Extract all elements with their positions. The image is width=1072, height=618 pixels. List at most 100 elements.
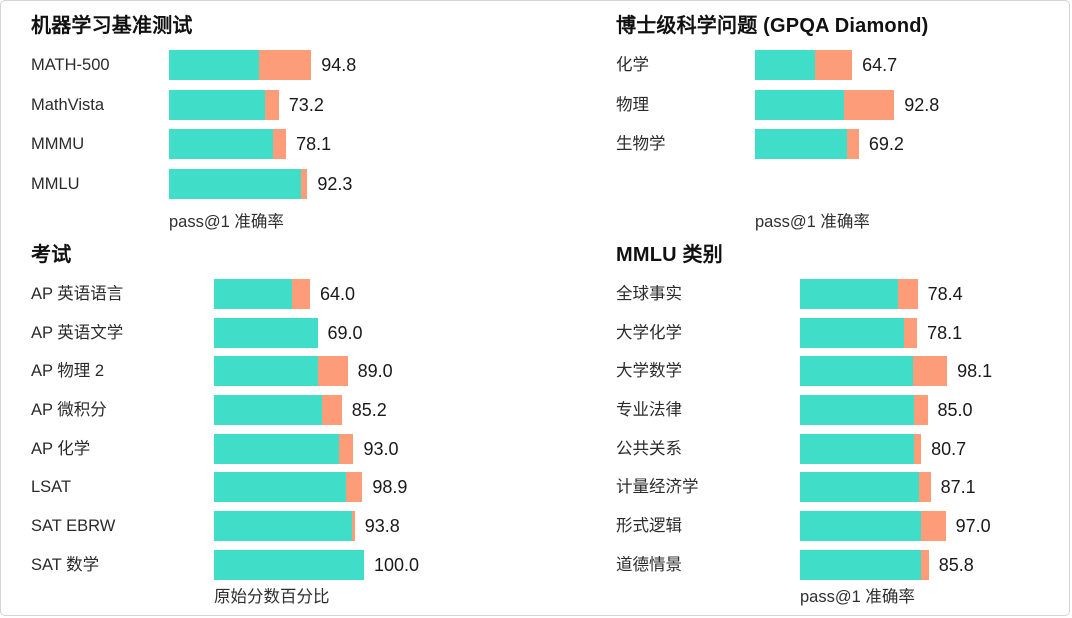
panel-title: 博士级科学问题 (GPQA Diamond) <box>616 15 929 37</box>
bar-base-segment <box>755 89 844 120</box>
bar-improvement-segment <box>321 395 342 426</box>
bar-category-label: SAT EBRW <box>31 517 116 536</box>
bar-improvement-segment <box>259 50 312 80</box>
bar-value-label: 80.7 <box>931 438 967 459</box>
bar-improvement-segment <box>301 168 308 199</box>
bar-value-label: 94.8 <box>321 55 357 75</box>
bar-row: MathVista 73.2 <box>31 89 531 120</box>
bar-row: LSAT 98.9 <box>31 472 531 503</box>
bar-category-label: 形式逻辑 <box>616 517 682 536</box>
bar-track <box>800 395 928 426</box>
bar-value-label: 78.4 <box>927 284 963 304</box>
bar-track <box>214 549 364 580</box>
bar-base-segment <box>800 472 919 503</box>
bar-base-segment <box>214 279 292 309</box>
bar-improvement-segment <box>292 279 310 309</box>
panel-mmlu-categories: MMLU 类别 全球事实 78.4 大学化学 78.1 大学数学 98.1 专业法律 85.0… <box>616 244 1056 607</box>
bar-track <box>214 317 318 348</box>
bar-category-label: 物理 <box>616 95 649 114</box>
bar-category-label: MMLU <box>31 174 80 193</box>
bar-row: 计量经济学 87.1 <box>616 472 1056 503</box>
bar-base-segment <box>169 50 259 80</box>
bar-track <box>800 549 929 580</box>
x-axis-label: pass@1 准确率 <box>755 213 870 231</box>
bar-row: 道德情景 85.8 <box>616 549 1056 580</box>
bar-row: AP 物理 2 89.0 <box>31 356 531 387</box>
bar-row: 全球事实 78.4 <box>616 279 1056 309</box>
bar-improvement-segment <box>265 89 279 120</box>
bar-value-label: 85.2 <box>351 400 387 421</box>
bar-value-label: 64.0 <box>320 284 356 304</box>
bar-improvement-segment <box>903 317 918 348</box>
bar-category-label: 大学数学 <box>616 362 682 381</box>
bar-improvement-segment <box>338 433 354 464</box>
bar-track <box>800 279 918 309</box>
bar-chart: 全球事实 78.4 大学化学 78.1 大学数学 98.1 专业法律 85.0 公共关系 80.7… <box>616 279 1056 580</box>
bar-value-label: 93.0 <box>363 438 399 459</box>
bar-row: 大学化学 78.1 <box>616 317 1056 348</box>
bar-track <box>800 433 922 464</box>
bar-improvement-segment <box>843 89 895 120</box>
bar-row: MMMU 78.1 <box>31 129 531 159</box>
bar-category-label: 专业法律 <box>616 401 682 420</box>
bar-track <box>755 129 859 159</box>
bar-chart: 化学 64.7 物理 92.8 生物学 69.2 <box>616 50 1056 159</box>
bar-base-segment <box>755 50 815 80</box>
bar-row: 形式逻辑 97.0 <box>616 511 1056 542</box>
bar-row: 大学数学 98.1 <box>616 356 1056 387</box>
bar-value-label: 85.8 <box>938 554 974 575</box>
bar-base-segment <box>169 168 302 199</box>
bar-improvement-segment <box>318 356 348 387</box>
bar-base-segment <box>214 317 318 348</box>
bar-value-label: 98.1 <box>957 361 993 382</box>
bar-improvement-segment <box>920 549 929 580</box>
bar-track <box>800 472 931 503</box>
bar-track <box>169 50 312 80</box>
bar-track <box>214 279 310 309</box>
bar-row: 化学 64.7 <box>616 50 1056 80</box>
bar-value-label: 78.1 <box>927 322 963 343</box>
bar-row: 公共关系 80.7 <box>616 433 1056 464</box>
bar-category-label: AP 英语语言 <box>31 285 124 303</box>
bar-improvement-segment <box>272 129 287 159</box>
bar-value-label: 87.1 <box>940 477 976 498</box>
bar-category-label: AP 英语文学 <box>31 323 124 342</box>
bar-row: 物理 92.8 <box>616 89 1056 120</box>
bar-base-segment <box>800 549 921 580</box>
bar-category-label: SAT 数学 <box>31 555 100 574</box>
bar-category-label: 公共关系 <box>616 439 682 458</box>
bar-base-segment <box>800 511 921 542</box>
bar-track <box>214 356 348 387</box>
bar-base-segment <box>214 511 353 542</box>
bar-row: 专业法律 85.0 <box>616 395 1056 426</box>
bar-value-label: 85.0 <box>937 400 973 421</box>
x-axis-label: pass@1 准确率 <box>800 587 915 606</box>
x-axis-label: 原始分数百分比 <box>214 587 330 606</box>
x-axis-label: pass@1 准确率 <box>169 212 284 231</box>
bar-row: MMLU 92.3 <box>31 168 531 199</box>
bar-value-label: 92.3 <box>317 173 353 194</box>
bar-base-segment <box>214 549 364 580</box>
bar-track <box>755 89 895 120</box>
bar-base-segment <box>800 356 913 387</box>
panel-exams: 考试 AP 英语语言 64.0 AP 英语文学 69.0 AP 物理 2 89.0 AP 微… <box>31 244 531 607</box>
bar-base-segment <box>169 89 265 120</box>
bar-category-label: 化学 <box>616 56 649 74</box>
bar-chart: MATH-500 94.8 MathVista 73.2 MMMU 78.1 MMLU 92.… <box>31 50 531 199</box>
bar-base-segment <box>800 317 904 348</box>
bar-track <box>169 89 279 120</box>
bar-value-label: 89.0 <box>357 361 393 382</box>
bar-value-label: 93.8 <box>364 516 400 537</box>
bar-row: SAT 数学 100.0 <box>31 549 531 580</box>
bar-improvement-segment <box>918 472 931 503</box>
bar-row: MATH-500 94.8 <box>31 50 531 80</box>
bar-improvement-segment <box>815 50 853 80</box>
bar-improvement-segment <box>914 433 922 464</box>
bar-track <box>214 472 363 503</box>
panel-gpqa-diamond: 博士级科学问题 (GPQA Diamond) 化学 64.7 物理 92.8 生物学 69… <box>616 15 1056 232</box>
bar-category-label: 大学化学 <box>616 323 682 342</box>
panel-title: 机器学习基准测试 <box>31 15 193 37</box>
bar-value-label: 97.0 <box>955 516 991 537</box>
bar-value-label: 69.0 <box>327 322 363 343</box>
